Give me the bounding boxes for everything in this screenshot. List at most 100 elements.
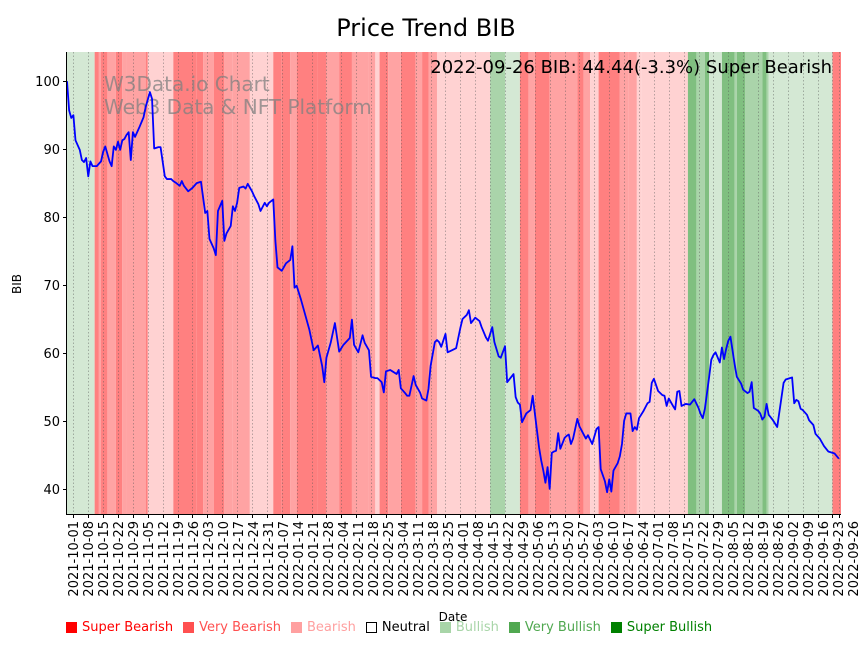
regime-bands xyxy=(67,52,841,514)
legend-label: Super Bullish xyxy=(626,620,713,635)
x-tick-label: 2021-12-24 xyxy=(247,521,262,597)
band-very-bearish xyxy=(388,52,401,514)
y-tick-label: 60 xyxy=(43,347,60,362)
band-very-bearish xyxy=(98,52,102,514)
legend-swatch xyxy=(66,622,77,633)
x-tick-label: 2022-08-26 xyxy=(772,521,787,597)
legend-label: Neutral xyxy=(381,620,430,635)
band-super-bearish xyxy=(422,52,429,514)
band-super-bearish xyxy=(317,52,327,514)
x-tick-label: 2021-10-15 xyxy=(97,521,112,597)
x-tick-label: 2022-08-12 xyxy=(742,521,757,597)
legend-item-very-bearish: Very Bearish xyxy=(183,620,281,635)
band-very-bearish xyxy=(619,52,629,514)
price-line xyxy=(66,81,840,494)
legend-label: Bullish xyxy=(455,620,499,635)
x-tick-label: 2022-09-02 xyxy=(787,521,802,597)
band-very-bearish xyxy=(351,52,369,514)
x-tick-label: 2021-10-08 xyxy=(82,521,97,597)
axes xyxy=(66,52,841,515)
y-tick-label: 50 xyxy=(43,415,60,430)
x-tick-label: 2022-01-14 xyxy=(292,521,307,597)
band-bearish xyxy=(375,52,380,514)
x-tick-label: 2022-04-08 xyxy=(472,521,487,597)
band-very-bullish xyxy=(490,52,506,514)
x-tick-label: 2022-02-11 xyxy=(352,521,367,597)
legend-item-bearish: Bearish xyxy=(290,620,356,635)
x-tick-label: 2022-01-07 xyxy=(277,521,292,597)
x-tick-label: 2022-06-17 xyxy=(622,521,637,597)
legend-swatch xyxy=(183,622,195,633)
y-tick-label: 100 xyxy=(35,75,60,90)
band-bullish xyxy=(768,52,833,514)
band-super-bearish xyxy=(379,52,389,514)
band-very-bearish xyxy=(583,52,591,514)
x-tick-label: 2022-02-04 xyxy=(337,521,352,597)
x-tick-label: 2021-10-29 xyxy=(127,521,142,597)
x-tick-label: 2022-02-18 xyxy=(367,521,382,597)
y-axis-label: BIB xyxy=(10,274,24,294)
vertical-grid xyxy=(73,52,840,514)
band-very-bullish xyxy=(696,52,705,514)
legend-item-super-bearish: Super Bearish xyxy=(66,620,173,635)
x-axis-label: Date xyxy=(439,610,468,624)
legend-swatch xyxy=(439,622,451,633)
band-super-bearish xyxy=(519,52,529,514)
x-tick-label: 2022-08-05 xyxy=(727,521,742,597)
x-tick-label: 2022-06-24 xyxy=(637,521,652,597)
x-tick-label: 2022-09-23 xyxy=(832,521,847,597)
x-tick-label: 2022-01-21 xyxy=(307,521,322,597)
legend-item-very-bullish: Very Bullish xyxy=(508,620,601,635)
x-tick-label: 2021-12-31 xyxy=(262,521,277,597)
band-super-bearish xyxy=(115,52,123,514)
band-very-bearish xyxy=(628,52,637,514)
band-very-bullish xyxy=(745,52,763,514)
band-very-bearish xyxy=(428,52,437,514)
band-bullish xyxy=(505,52,520,514)
band-super-bearish xyxy=(273,52,282,514)
x-tick-label: 2022-09-26 xyxy=(847,521,859,597)
band-super-bullish xyxy=(687,52,697,514)
band-super-bearish xyxy=(534,52,550,514)
band-super-bearish xyxy=(339,52,352,514)
x-tick-label: 2021-10-01 xyxy=(67,521,82,597)
x-tick-label: 2021-11-12 xyxy=(157,521,172,597)
legend-item-neutral: Neutral xyxy=(365,620,430,635)
band-super-bearish xyxy=(832,52,841,514)
x-tick-label: 2022-05-27 xyxy=(577,521,592,597)
x-tick-label: 2022-04-01 xyxy=(457,521,472,597)
band-very-bearish xyxy=(122,52,127,514)
band-very-bearish xyxy=(232,52,250,514)
x-tick-label: 2021-11-05 xyxy=(142,521,157,597)
x-tick-label: 2022-07-08 xyxy=(667,521,682,597)
legend-item-super-bullish: Super Bullish xyxy=(610,620,713,635)
legend-swatch xyxy=(610,622,622,633)
x-tick-label: 2021-10-22 xyxy=(112,521,127,597)
band-very-bearish xyxy=(326,52,340,514)
x-tick-label: 2022-06-10 xyxy=(607,521,622,597)
y-ticks: 40 50 60 70 80 90 100 xyxy=(35,75,67,498)
x-tick-label: 2022-03-11 xyxy=(412,521,427,597)
band-super-bearish xyxy=(145,52,148,514)
x-tick-label: 2022-07-29 xyxy=(712,521,727,597)
y-tick-label: 40 xyxy=(43,483,60,498)
legend-label: Very Bearish xyxy=(199,620,281,635)
x-tick-label: 2022-05-13 xyxy=(547,521,562,597)
band-super-bearish xyxy=(196,52,204,514)
y-tick-label: 80 xyxy=(43,211,60,226)
band-bearish xyxy=(249,52,274,514)
band-super-bullish xyxy=(736,52,746,514)
band-very-bearish xyxy=(203,52,214,514)
band-super-bearish xyxy=(173,52,197,514)
watermark-line-1: W3Data.io Chart xyxy=(104,72,270,96)
legend-label: Very Bullish xyxy=(524,620,601,635)
x-tick-label: 2022-03-04 xyxy=(397,521,412,597)
x-tick-label: 2022-06-03 xyxy=(592,521,607,597)
latest-price-annotation: 2022-09-26 BIB: 44.44(-3.3%) Super Beari… xyxy=(430,57,832,78)
band-super-bearish xyxy=(400,52,416,514)
band-bearish xyxy=(147,52,174,514)
x-tick-label: 2022-03-18 xyxy=(427,521,442,597)
y-tick-label: 90 xyxy=(43,143,60,158)
x-tick-label: 2022-09-09 xyxy=(802,521,817,597)
chart-title: Price Trend BIB xyxy=(336,14,516,42)
